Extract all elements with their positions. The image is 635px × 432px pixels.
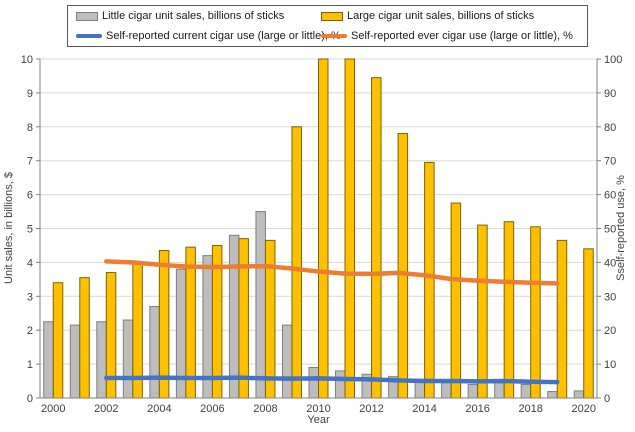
right-axis-tick-label: 70 — [604, 156, 616, 168]
bar-large-2019 — [556, 239, 568, 399]
bar-large-2017 — [503, 221, 515, 399]
bar-large-2001 — [79, 277, 90, 399]
left-axis-title: Unit sales, in billions, $ — [3, 172, 15, 284]
left-axis-tick-label: 7 — [27, 156, 33, 168]
legend-label: Self-reported ever cigar use (large or l… — [351, 30, 573, 42]
bar-little-2000 — [43, 321, 54, 399]
bar-large-2012 — [371, 77, 382, 399]
right-axis-tick-label: 40 — [604, 257, 616, 269]
large-cigar-bar-swatch-icon — [321, 11, 343, 21]
x-axis-tick-label: 2012 — [359, 403, 383, 415]
legend-item-ever-use: Self-reported ever cigar use (large or l… — [321, 30, 579, 42]
right-axis-tick-label: 100 — [604, 54, 622, 66]
bar-large-2011 — [344, 58, 356, 399]
left-axis-tick-label: 1 — [27, 359, 33, 371]
bar-little-2011 — [335, 370, 346, 399]
left-axis-tick-label: 10 — [21, 54, 33, 66]
legend-label: Large cigar unit sales, billions of stic… — [347, 10, 535, 22]
current-use-line-swatch-icon — [76, 34, 102, 38]
right-axis-tick-label: 80 — [604, 122, 616, 134]
left-axis-tick-label: 9 — [27, 88, 33, 100]
x-axis-tick-label: 2002 — [94, 403, 118, 415]
x-axis-tick-label: 2018 — [518, 403, 542, 415]
right-axis-tick-label: 90 — [604, 88, 616, 100]
right-axis-title: Sself-reported use, % — [615, 175, 627, 281]
right-axis-tick-label: 30 — [604, 291, 616, 303]
chart-legend: Little cigar unit sales, billions of sti… — [67, 5, 588, 47]
x-axis-title: Year — [307, 414, 330, 426]
ever-use-line-swatch-icon — [321, 34, 347, 38]
bar-large-2010 — [318, 58, 329, 399]
x-axis-tick-label: 2006 — [200, 403, 224, 415]
bar-large-2015 — [450, 202, 462, 399]
bar-large-2013 — [397, 133, 409, 399]
bar-little-2004 — [149, 305, 160, 399]
bar-little-2003 — [122, 319, 134, 399]
bar-little-2016 — [467, 383, 479, 399]
bar-little-2017 — [494, 382, 505, 399]
bar-little-2007 — [228, 234, 240, 399]
bar-little-2002 — [96, 321, 107, 399]
legend-label: Little cigar unit sales, billions of sti… — [102, 10, 285, 22]
bar-large-2009 — [291, 126, 302, 399]
legend-item-large-cigar: Large cigar unit sales, billions of stic… — [321, 10, 579, 22]
legend-item-little-cigar: Little cigar unit sales, billions of sti… — [76, 10, 321, 22]
bar-large-2020 — [583, 248, 594, 399]
x-axis-tick-label: 2000 — [41, 403, 65, 415]
x-axis-tick-label: 2008 — [253, 403, 277, 415]
bar-large-2007 — [238, 238, 249, 399]
left-axis-tick-label: 3 — [27, 291, 33, 303]
x-axis-tick-label: 2010 — [306, 403, 330, 415]
bar-large-2005 — [185, 246, 196, 399]
bar-little-2009 — [281, 324, 293, 399]
x-axis-tick-label: 2004 — [147, 403, 171, 415]
legend-item-current-use: Self-reported current cigar use (large o… — [76, 30, 341, 42]
bar-little-2008 — [255, 211, 266, 399]
x-axis-tick-label: 2014 — [412, 403, 436, 415]
legend-label: Self-reported current cigar use (large o… — [106, 30, 341, 42]
left-axis-tick-label: 2 — [27, 325, 33, 337]
bar-large-2000 — [52, 282, 64, 399]
left-axis-tick-label: 8 — [27, 122, 33, 134]
bar-little-2018 — [520, 383, 532, 399]
left-axis-tick-label: 6 — [27, 190, 33, 202]
x-axis-tick-label: 2016 — [465, 403, 489, 415]
left-axis-tick-label: 4 — [27, 257, 33, 269]
x-axis-tick-label: 2020 — [571, 403, 595, 415]
bar-little-2010 — [308, 366, 319, 399]
bar-large-2014 — [424, 161, 435, 399]
right-axis-tick-label: 60 — [604, 190, 616, 202]
right-axis-tick-label: 20 — [604, 325, 616, 337]
bar-large-2018 — [530, 226, 541, 399]
bar-large-2016 — [477, 224, 488, 399]
bar-little-2020 — [573, 390, 585, 399]
bar-little-2015 — [441, 382, 452, 399]
right-axis-tick-label: 10 — [604, 359, 616, 371]
ever-use-line — [104, 259, 560, 286]
left-axis-tick-label: 5 — [27, 224, 33, 236]
bar-little-2001 — [69, 324, 81, 399]
left-axis-tick-label: 0 — [27, 393, 33, 405]
right-axis-tick-label: 0 — [604, 393, 610, 405]
current-use-line — [104, 375, 560, 385]
right-axis-tick-label: 50 — [604, 224, 616, 236]
bar-little-2019 — [547, 391, 558, 399]
little-cigar-bar-swatch-icon — [76, 11, 98, 21]
